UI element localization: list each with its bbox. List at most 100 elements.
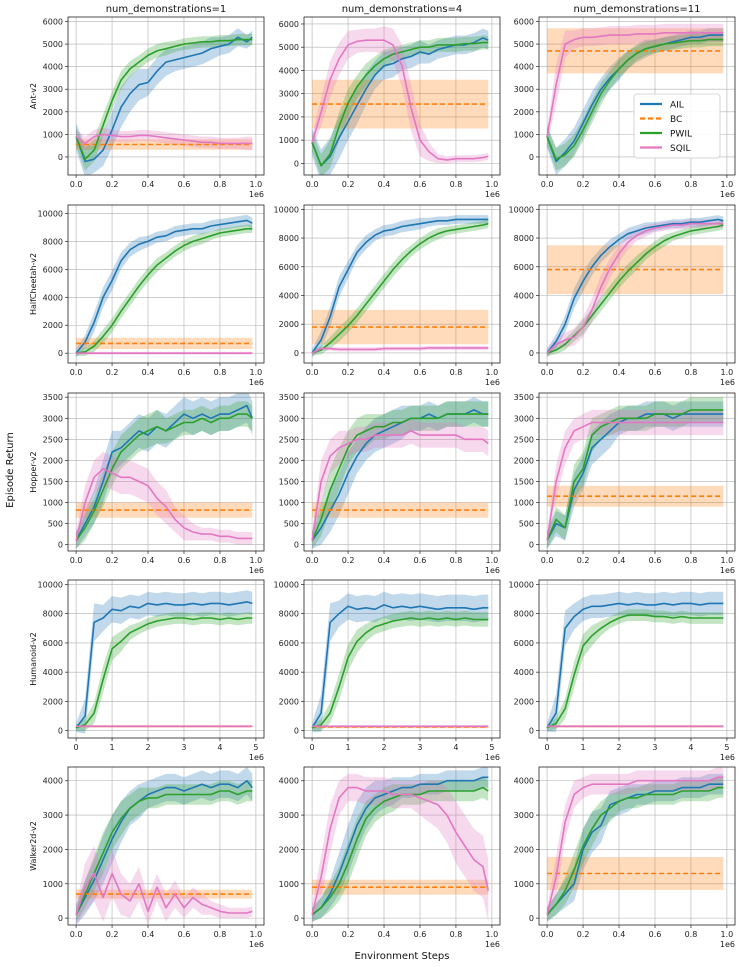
x-tick-label: 4 <box>217 743 222 752</box>
series-group <box>546 591 724 733</box>
y-tick-label: 4000 <box>279 66 299 75</box>
x-tick-label: 0.8 <box>214 556 227 565</box>
y-tick-label: 6000 <box>43 18 63 27</box>
y-tick-label: 1500 <box>514 477 534 486</box>
plot-frame <box>67 392 265 552</box>
x-tick-label: 0.6 <box>414 556 427 565</box>
subplot-hopper-v2-num-demonstrations-4: 0 500 1000 1500 2000 2500 3000 3500 0.0 0.2 0.4 0.6… <box>279 392 501 575</box>
x-tick-label: 0.0 <box>306 368 319 377</box>
y-tick-label: 8000 <box>279 234 299 243</box>
x-tick-label: 0.4 <box>613 180 626 189</box>
x-offset-label: 1e6 <box>249 940 264 949</box>
line-ail <box>311 604 489 729</box>
y-tick-label: 5000 <box>43 40 63 49</box>
y-tick-label: 4000 <box>279 668 299 677</box>
y-tick-label: 1000 <box>514 130 534 139</box>
row-label: Ant-v2 <box>29 83 38 109</box>
plot-frame <box>303 766 501 926</box>
y-tick-label: 4000 <box>43 668 63 677</box>
x-tick-label: 3 <box>181 743 186 752</box>
x-tick-label: 1.0 <box>486 556 499 565</box>
x-tick-label: 0.4 <box>142 368 155 377</box>
y-tick-label: 2000 <box>279 113 299 122</box>
line-pwil <box>75 617 253 729</box>
band-sqil <box>76 846 253 925</box>
y-tick-label: 2000 <box>43 456 63 465</box>
plot-frame <box>67 766 265 926</box>
x-tick-label: 0.2 <box>342 930 355 939</box>
x-tick-label: 2 <box>145 743 150 752</box>
y-tick-label: 3000 <box>514 811 534 820</box>
line-pwil <box>546 614 724 729</box>
y-tick-label: 10000 <box>509 580 534 589</box>
line-pwil <box>311 41 489 167</box>
y-tick-label: 1500 <box>43 477 63 486</box>
plot-frame <box>303 204 501 364</box>
plot-area <box>68 17 264 175</box>
x-tick-label: 2 <box>381 743 386 752</box>
series-group <box>311 397 489 549</box>
y-tick-label: 8000 <box>43 610 63 619</box>
legend-label-bc: BC <box>670 115 682 125</box>
x-tick-label: 0.8 <box>214 368 227 377</box>
band-ail <box>547 591 724 733</box>
y-tick-label: 3000 <box>514 85 534 94</box>
line-sqil <box>546 776 724 915</box>
line-ail <box>75 779 253 916</box>
series-group <box>311 591 489 733</box>
x-offset-label: 1e6 <box>249 378 264 387</box>
x-tick-label: 0.6 <box>414 368 427 377</box>
line-sqil <box>546 31 724 137</box>
plot-frame <box>538 579 736 739</box>
y-tick-label: 6000 <box>279 20 299 29</box>
y-tick-label: 2000 <box>279 320 299 329</box>
x-tick-label: 5 <box>489 743 494 752</box>
subplot-hopper-v2-num-demonstrations-11: 0 500 1000 1500 2000 2500 3000 3500 0.0 0.2 0.4 0.6… <box>514 392 736 575</box>
x-tick-label: 2 <box>616 743 621 752</box>
y-tick-label: 0 <box>294 914 299 923</box>
x-tick-label: 0.2 <box>577 180 590 189</box>
legend-box <box>633 93 721 159</box>
y-tick-label: 1000 <box>43 880 63 889</box>
plot-area <box>304 767 500 925</box>
band-pwil <box>76 780 253 922</box>
y-tick-label: 2000 <box>279 697 299 706</box>
x-tick-label: 0 <box>74 743 79 752</box>
x-tick-label: 1.0 <box>250 180 263 189</box>
series-group <box>546 23 724 175</box>
y-tick-label: 0 <box>529 914 534 923</box>
x-tick-label: 0 <box>545 743 550 752</box>
series-group <box>311 215 489 358</box>
line-sqil <box>75 133 253 145</box>
band-pwil <box>547 777 724 922</box>
plot-area <box>68 580 264 738</box>
y-tick-label: 500 <box>48 520 63 529</box>
x-axis-label: Environment Steps <box>354 951 449 962</box>
y-tick-label: 500 <box>284 520 299 529</box>
x-tick-label: 0.6 <box>649 930 662 939</box>
x-tick-label: 0.8 <box>685 556 698 565</box>
x-offset-label: 1e6 <box>720 190 735 199</box>
x-tick-label: 0.4 <box>378 368 391 377</box>
x-offset-label: 1e6 <box>249 566 264 575</box>
column-title: num_demonstrations=4 <box>342 4 463 15</box>
y-tick-label: 0 <box>294 541 299 550</box>
y-tick-label: 2000 <box>43 108 63 117</box>
x-tick-label: 0.6 <box>649 556 662 565</box>
x-tick-label: 4 <box>688 743 693 752</box>
legend: AIL BC PWIL SQIL <box>633 93 721 159</box>
x-tick-label: 0.6 <box>178 180 191 189</box>
x-tick-label: 1.0 <box>721 368 734 377</box>
x-tick-label: 0.8 <box>685 368 698 377</box>
x-tick-label: 0.4 <box>142 930 155 939</box>
y-tick-label: 3000 <box>279 811 299 820</box>
line-ail <box>311 218 489 354</box>
y-tick-label: 0 <box>529 349 534 358</box>
y-tick-label: 6000 <box>514 263 534 272</box>
plot-frame <box>538 766 736 926</box>
x-offset-label: 1e6 <box>249 190 264 199</box>
plot-frame <box>303 579 501 739</box>
x-tick-label: 1.0 <box>721 556 734 565</box>
x-tick-label: 0.8 <box>685 930 698 939</box>
